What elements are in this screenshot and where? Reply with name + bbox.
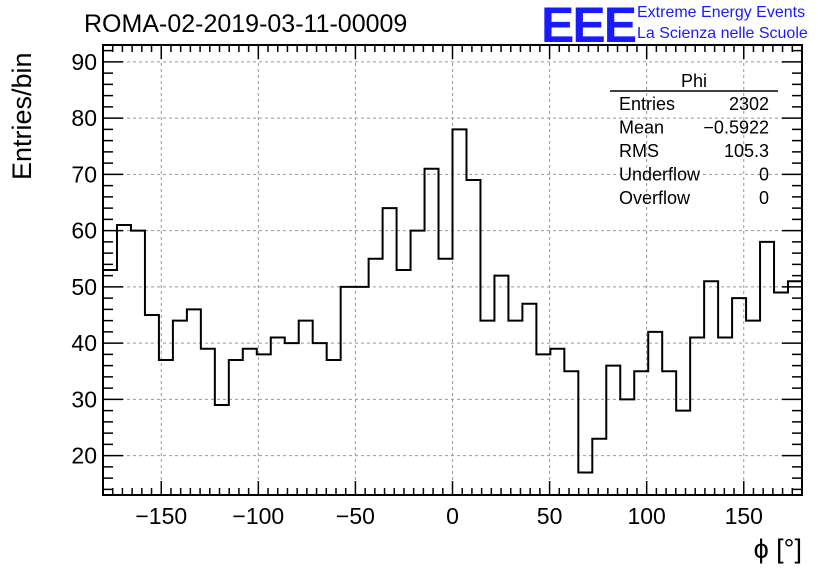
histogram-bin: [480, 321, 494, 495]
stats-row-value: 2302: [729, 94, 769, 114]
histogram-bin: [536, 354, 550, 495]
histogram-bin: [690, 338, 704, 496]
stats-row-label: Overflow: [619, 188, 691, 208]
stats-row-value: −0.5922: [703, 118, 769, 138]
y-tick-label: 40: [71, 330, 97, 356]
stats-row-label: Mean: [619, 118, 664, 138]
stats-row-label: RMS: [619, 141, 659, 161]
histogram-bin: [494, 276, 508, 495]
histogram-bin: [327, 360, 341, 495]
y-tick-label: 30: [71, 386, 97, 412]
x-tick-label: −50: [336, 503, 375, 529]
histogram-bin: [620, 399, 634, 495]
histogram-bin: [774, 293, 788, 496]
stats-row-value: 0: [759, 165, 769, 185]
histogram-bin: [299, 321, 313, 495]
y-tick-label: 20: [71, 443, 97, 469]
histogram-bin: [243, 349, 257, 495]
histogram-bin: [397, 270, 411, 495]
histogram-bin: [746, 321, 760, 495]
histogram-bin: [718, 338, 732, 496]
histogram-bin: [257, 354, 271, 495]
histogram-bin: [466, 180, 480, 495]
histogram-bin: [439, 259, 453, 495]
histogram-bin: [732, 298, 746, 495]
logo-tagline-1: Extreme Energy Events: [637, 4, 806, 21]
histogram-bin: [271, 338, 285, 496]
histogram-bin: [355, 287, 369, 495]
histogram-bin: [117, 225, 131, 495]
histogram-bin: [187, 309, 201, 495]
x-tick-label: 50: [537, 503, 563, 529]
histogram-bin: [229, 360, 243, 495]
stats-row-label: Underflow: [619, 165, 701, 185]
y-tick-label: 90: [71, 49, 97, 75]
chart-title: ROMA-02-2019-03-11-00009: [84, 10, 408, 38]
histogram-bin: [564, 371, 578, 495]
x-tick-label: −100: [232, 503, 284, 529]
histogram-bin: [522, 304, 536, 495]
histogram-bin: [173, 321, 187, 495]
histogram-bin: [425, 169, 439, 495]
histogram-bin: [341, 287, 355, 495]
x-tick-label: 0: [446, 503, 459, 529]
histogram-bin: [145, 315, 159, 495]
histogram-bin: [369, 259, 383, 495]
histogram-bin: [760, 242, 774, 495]
histogram-bin: [550, 349, 564, 495]
logo-tagline-2: La Scienza nelle Scuole: [637, 25, 808, 42]
histogram-bin: [578, 473, 592, 496]
stats-row-value: 0: [759, 188, 769, 208]
y-tick-label: 60: [71, 218, 97, 244]
stats-row-value: 105.3: [724, 141, 769, 161]
histogram-bin: [592, 439, 606, 495]
histogram-bin: [606, 366, 620, 495]
histogram-bin: [285, 343, 299, 495]
histogram-bin: [676, 411, 690, 495]
tick-layer: [103, 45, 802, 495]
histogram-bin: [648, 332, 662, 495]
histogram-bin: [634, 371, 648, 495]
histogram-bin: [313, 343, 327, 495]
histogram-bin: [201, 349, 215, 495]
tick-label-layer: −150 −100 −50 0 50 100 150 20 30 40 50 60 70 80 90: [71, 49, 763, 529]
stats-box-name: Phi: [681, 71, 707, 91]
histogram-bin: [508, 321, 522, 495]
y-tick-label: 80: [71, 105, 97, 131]
histogram-bin: [453, 129, 467, 495]
x-axis-title: ϕ [°]: [754, 534, 802, 564]
histogram-bin: [704, 281, 718, 495]
y-tick-label: 50: [71, 274, 97, 300]
stats-row-label: Entries: [619, 94, 675, 114]
stats-box: Phi Entries 2302 Mean −0.5922 RMS 105.3 Underf…: [610, 71, 778, 208]
histogram-bin: [383, 208, 397, 495]
histogram-bin: [103, 270, 117, 495]
histogram-bin: [215, 405, 229, 495]
histogram-bin: [662, 371, 676, 495]
histogram-bin: [411, 231, 425, 495]
histogram-layer: [103, 128, 802, 496]
x-tick-label: 150: [725, 503, 763, 529]
x-tick-label: −150: [135, 503, 187, 529]
histogram-bin: [131, 231, 145, 495]
y-axis-title: Entries/bin: [7, 52, 37, 180]
histogram-bin: [159, 360, 173, 495]
y-tick-label: 70: [71, 161, 97, 187]
histogram-outline: [103, 128, 802, 474]
x-tick-label: 100: [627, 503, 665, 529]
